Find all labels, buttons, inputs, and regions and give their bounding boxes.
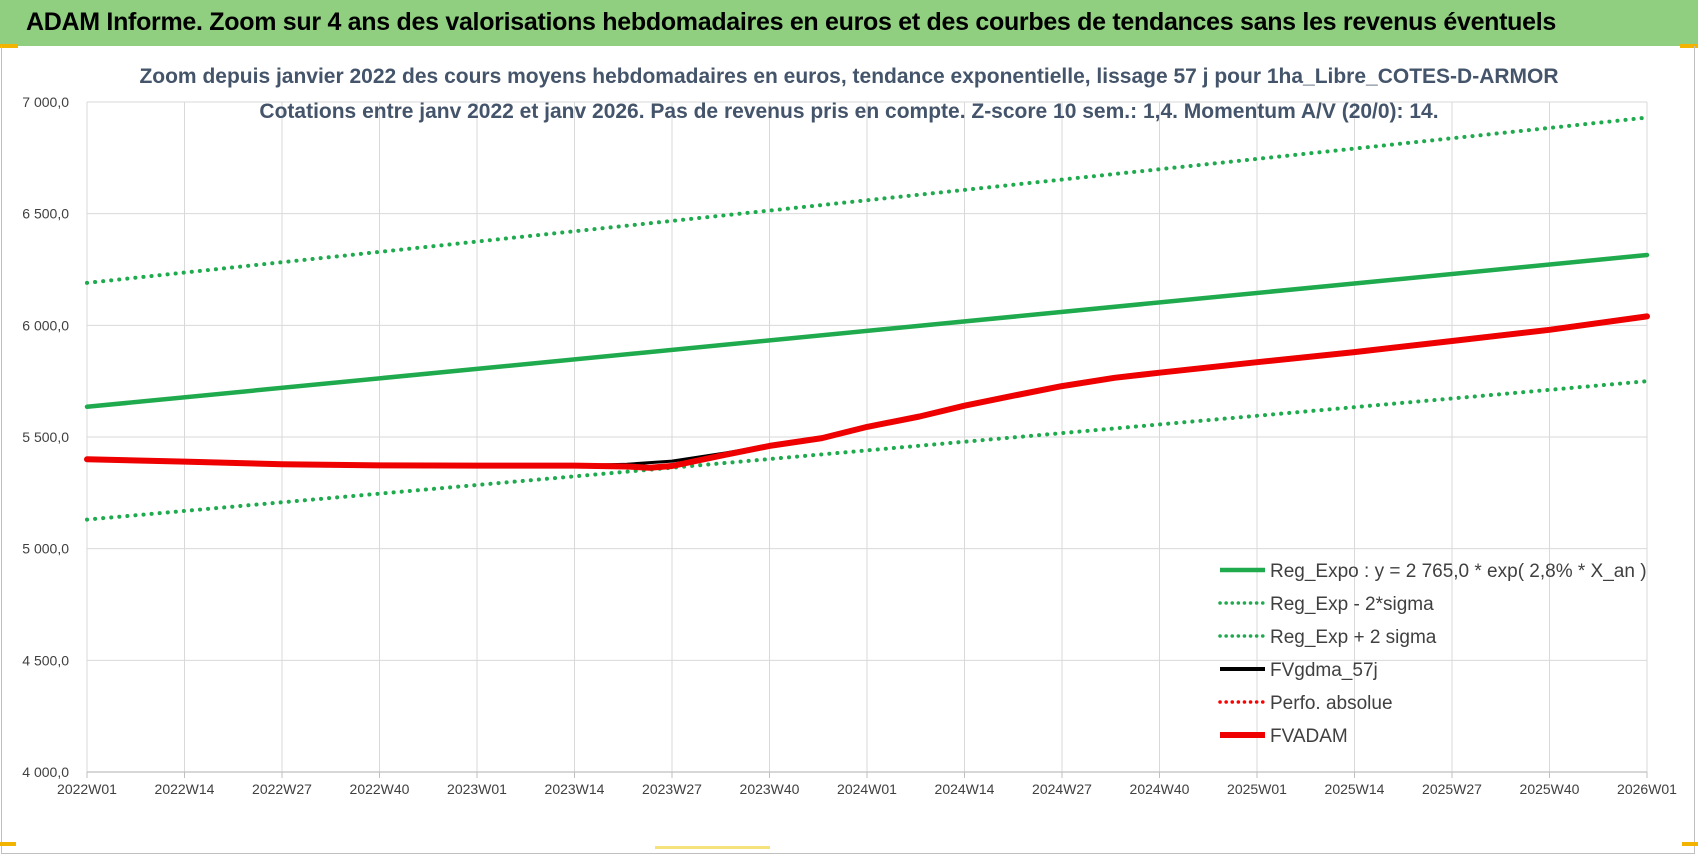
x-tick-label: 2024W40 xyxy=(1130,781,1190,797)
y-tick-label: 5 000,0 xyxy=(22,541,69,557)
legend-label: Reg_Exp - 2*sigma xyxy=(1270,594,1434,615)
y-tick-label: 6 000,0 xyxy=(22,317,69,333)
x-tick-label: 2024W27 xyxy=(1032,781,1092,797)
chart-subtitle: Cotations entre janv 2022 et janv 2026. … xyxy=(259,100,1438,123)
x-tick-label: 2023W14 xyxy=(545,781,605,797)
y-tick-label: 4 000,0 xyxy=(22,764,69,780)
x-tick-label: 2022W40 xyxy=(350,781,410,797)
x-tick-label: 2025W14 xyxy=(1325,781,1385,797)
y-tick-label: 6 500,0 xyxy=(22,206,69,222)
corner-mark-right xyxy=(1680,44,1698,48)
header-banner: ADAM Informe. Zoom sur 4 ans des valoris… xyxy=(0,0,1698,46)
corner-mark-bottom-right xyxy=(1682,842,1698,846)
legend-label: Reg_Expo : y = 2 765,0 * exp( 2,8% * X_a… xyxy=(1270,561,1647,582)
grid-lines xyxy=(86,101,1648,778)
x-tick-label: 2024W01 xyxy=(837,781,897,797)
legend-label: FVADAM xyxy=(1270,726,1348,747)
corner-mark-left xyxy=(0,44,18,48)
legend-label: FVgdma_57j xyxy=(1270,660,1378,681)
bottom-mark xyxy=(655,846,770,849)
x-tick-label: 2023W40 xyxy=(740,781,800,797)
legend-label: Reg_Exp + 2 sigma xyxy=(1270,627,1437,648)
chart-title: Zoom depuis janvier 2022 des cours moyen… xyxy=(139,65,1558,88)
x-tick-label: 2025W40 xyxy=(1520,781,1580,797)
chart-frame xyxy=(1,46,1695,854)
x-tick-label: 2024W14 xyxy=(935,781,995,797)
x-tick-label: 2025W01 xyxy=(1227,781,1287,797)
y-tick-label: 4 500,0 xyxy=(22,652,69,668)
x-tick-label: 2026W01 xyxy=(1617,781,1677,797)
y-tick-label: 5 500,0 xyxy=(22,429,69,445)
x-tick-label: 2023W01 xyxy=(447,781,507,797)
x-tick-label: 2025W27 xyxy=(1422,781,1482,797)
corner-mark-bottom-left xyxy=(0,842,16,846)
x-axis-tick-labels: 2022W01 2022W14 2022W27 2022W40 2023W01 2023W… xyxy=(57,781,1677,797)
line-chart: 7 000,0 6 500,0 6 000,0 5 500,0 5 000,0 4 500… xyxy=(22,65,1677,797)
page-title: ADAM Informe. Zoom sur 4 ans des valoris… xyxy=(26,8,1556,36)
x-tick-label: 2022W01 xyxy=(57,781,117,797)
series-line xyxy=(85,379,1649,522)
y-tick-label: 7 000,0 xyxy=(22,94,69,110)
legend: Reg_Expo : y = 2 765,0 * exp( 2,8% * X_a… xyxy=(1218,561,1647,747)
series-line xyxy=(84,252,1650,410)
series-line xyxy=(84,313,1650,471)
x-tick-label: 2022W27 xyxy=(252,781,312,797)
legend-label: Perfo. absolue xyxy=(1270,693,1393,714)
series-line xyxy=(85,115,1649,285)
x-tick-label: 2023W27 xyxy=(642,781,702,797)
series-layer xyxy=(84,115,1650,522)
x-tick-label: 2022W14 xyxy=(155,781,215,797)
y-axis-tick-labels: 7 000,0 6 500,0 6 000,0 5 500,0 5 000,0 4 500… xyxy=(22,94,69,780)
